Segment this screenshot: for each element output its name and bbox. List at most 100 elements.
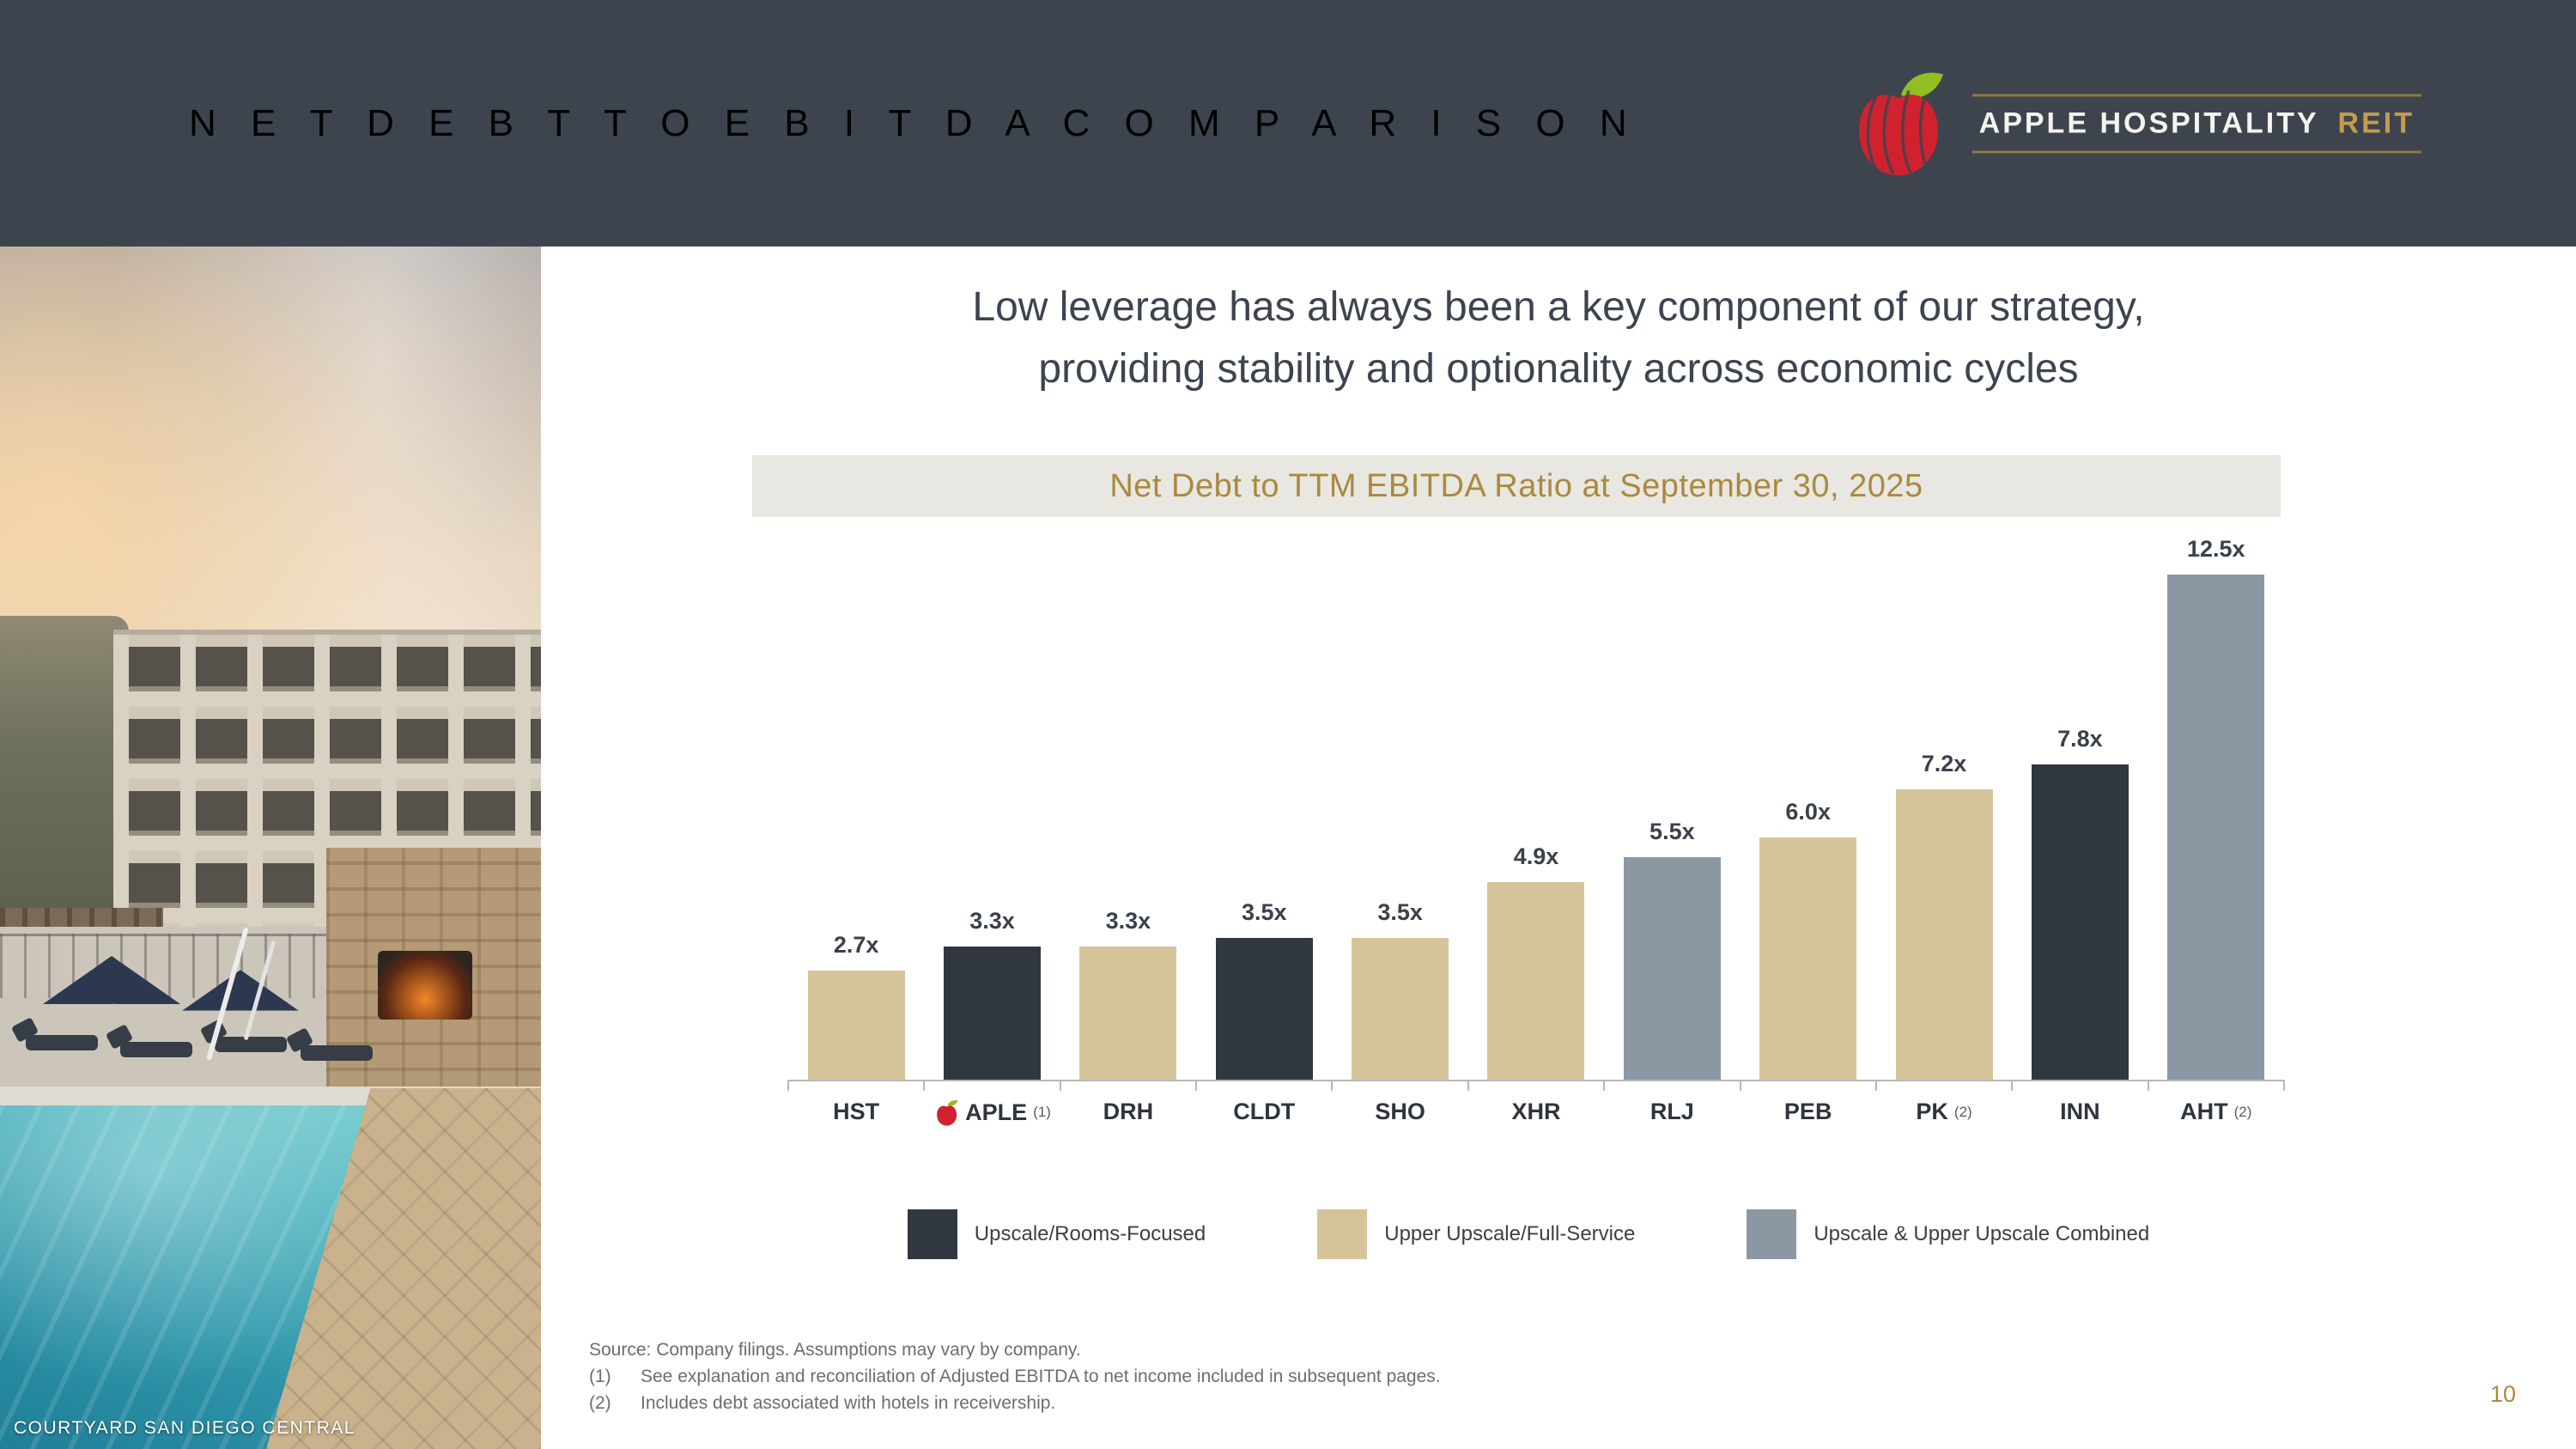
bar-value-label: 2.7x bbox=[833, 932, 879, 958]
bar-aple bbox=[944, 947, 1042, 1080]
chart-plot: 2.7x HST 3.3x APLE (1) 3.3x DRH 3.5x CLDT 3.5x SHO… bbox=[787, 530, 2285, 1126]
headline: Low leverage has always been a key compo… bbox=[541, 277, 2576, 400]
bar-value-label: 3.3x bbox=[1105, 908, 1151, 934]
footnote-1-marker: (1) bbox=[589, 1367, 611, 1386]
bar-category-label: PEB bbox=[1784, 1099, 1832, 1125]
ticker-label: CLDT bbox=[1233, 1099, 1296, 1124]
axis-tick bbox=[787, 1080, 789, 1091]
bar-value-label: 12.5x bbox=[2186, 536, 2245, 562]
bar-hst bbox=[807, 971, 905, 1080]
headline-line-2: providing stability and optionality acro… bbox=[1038, 346, 2079, 392]
photo-lounge-chair bbox=[215, 1037, 287, 1052]
bar-category-label: AHT (2) bbox=[2180, 1099, 2251, 1125]
bar-value-label: 4.9x bbox=[1513, 843, 1559, 869]
ticker-label: AHT bbox=[2180, 1099, 2228, 1124]
ticker-label: APLE bbox=[965, 1099, 1028, 1125]
chart-bar-group-cldt: 3.5x CLDT bbox=[1196, 530, 1332, 1124]
axis-tick bbox=[1739, 1080, 1741, 1091]
chart-legend: Upscale/Rooms-Focused Upper Upscale/Full-… bbox=[541, 1209, 2516, 1259]
bar-category-label: HST bbox=[833, 1099, 879, 1125]
bar-category-label: XHR bbox=[1511, 1099, 1560, 1125]
bar-aht bbox=[2167, 575, 2265, 1080]
axis-tick bbox=[2011, 1080, 2014, 1091]
photo-fireplace bbox=[378, 951, 472, 1020]
bar-inn bbox=[2031, 764, 2129, 1080]
photo-trees bbox=[0, 616, 129, 934]
legend-item: Upscale/Rooms-Focused bbox=[907, 1209, 1206, 1259]
footnote-marker: (2) bbox=[2233, 1103, 2252, 1120]
chart-bar-group-aple: 3.3x APLE (1) bbox=[924, 530, 1060, 1126]
chart-bar-group-drh: 3.3x DRH bbox=[1060, 530, 1196, 1124]
legend-item: Upper Upscale/Full-Service bbox=[1317, 1209, 1635, 1259]
footnote-marker: (2) bbox=[1953, 1103, 1972, 1120]
apple-logo-icon-small bbox=[933, 1099, 959, 1126]
photo-fence bbox=[0, 934, 326, 998]
bar-value-label: 7.8x bbox=[2057, 726, 2103, 752]
bar-category-label: CLDT bbox=[1233, 1099, 1295, 1125]
ticker-label: SHO bbox=[1375, 1099, 1425, 1124]
bar-category-label: INN bbox=[2060, 1099, 2100, 1125]
footnotes: Source: Company filings. Assumptions may… bbox=[589, 1336, 1441, 1416]
apple-logo-icon bbox=[1847, 65, 1950, 181]
bar-peb bbox=[1759, 837, 1857, 1080]
company-logo: APPLE HOSPITALITY REIT bbox=[1847, 65, 2421, 181]
legend-swatch bbox=[907, 1209, 957, 1259]
legend-swatch bbox=[1317, 1209, 1368, 1259]
bar-category-label: PK (2) bbox=[1916, 1099, 1971, 1125]
axis-tick bbox=[1874, 1080, 1877, 1091]
logo-suffix: REIT bbox=[2337, 107, 2415, 139]
chart-bar-group-peb: 6.0x PEB bbox=[1741, 530, 1876, 1124]
legend-label: Upscale & Upper Upscale Combined bbox=[1814, 1222, 2150, 1245]
bar-value-label: 3.5x bbox=[1241, 899, 1287, 925]
chart-title: Net Debt to TTM EBITDA Ratio at Septembe… bbox=[1109, 467, 1923, 504]
net-debt-chart: 2.7x HST 3.3x APLE (1) 3.3x DRH 3.5x CLDT 3.5x SHO… bbox=[787, 530, 2285, 1126]
bar-drh bbox=[1079, 947, 1177, 1080]
footnote-marker: (1) bbox=[1033, 1104, 1051, 1120]
slide-title: N E T D E B T T O E B I T D A C O M P A … bbox=[189, 101, 1639, 144]
chart-bar-group-hst: 2.7x HST bbox=[788, 530, 924, 1124]
ticker-label: PK bbox=[1916, 1099, 1948, 1124]
page-number: 10 bbox=[2489, 1381, 2516, 1407]
bar-category-label: RLJ bbox=[1650, 1099, 1694, 1125]
bar-category-label: APLE (1) bbox=[933, 1099, 1051, 1126]
axis-tick bbox=[923, 1080, 926, 1091]
bar-category-label: SHO bbox=[1375, 1099, 1425, 1125]
footnote-2-text: Includes debt associated with hotels in … bbox=[641, 1393, 1056, 1413]
photo-lounge-chair bbox=[120, 1042, 192, 1057]
footnote-2-marker: (2) bbox=[589, 1393, 611, 1413]
bar-value-label: 7.2x bbox=[1921, 751, 1967, 776]
legend-item: Upscale & Upper Upscale Combined bbox=[1747, 1209, 2149, 1259]
axis-tick bbox=[2147, 1080, 2149, 1091]
bar-cldt bbox=[1215, 938, 1313, 1080]
ticker-label: HST bbox=[833, 1099, 880, 1124]
bar-pk bbox=[1895, 789, 1993, 1080]
photo-caption: COURTYARD SAN DIEGO CENTRAL bbox=[14, 1418, 355, 1438]
legend-swatch bbox=[1747, 1209, 1797, 1259]
photo-lounge-chair bbox=[26, 1035, 98, 1050]
chart-bar-group-sho: 3.5x SHO bbox=[1332, 530, 1467, 1124]
photo-lounge-chair bbox=[301, 1045, 373, 1061]
chart-bar-group-xhr: 4.9x XHR bbox=[1468, 530, 1604, 1124]
chart-title-band: Net Debt to TTM EBITDA Ratio at Septembe… bbox=[752, 455, 2281, 517]
ticker-label: PEB bbox=[1783, 1099, 1832, 1124]
axis-tick bbox=[1467, 1080, 1469, 1091]
company-logo-text: APPLE HOSPITALITY REIT bbox=[1971, 94, 2421, 153]
chart-bar-group-rlj: 5.5x RLJ bbox=[1604, 530, 1740, 1124]
source-note: Source: Company filings. Assumptions may… bbox=[589, 1340, 1081, 1360]
ticker-label: RLJ bbox=[1649, 1099, 1694, 1124]
footnote-1-text: See explanation and reconciliation of Ad… bbox=[641, 1367, 1441, 1386]
bar-sho bbox=[1352, 938, 1449, 1080]
hotel-photo: COURTYARD SAN DIEGO CENTRAL bbox=[0, 247, 541, 1449]
logo-name: APPLE HOSPITALITY bbox=[1978, 107, 2319, 139]
header-bar: N E T D E B T T O E B I T D A C O M P A … bbox=[0, 0, 2576, 247]
axis-tick bbox=[2283, 1080, 2285, 1091]
legend-label: Upper Upscale/Full-Service bbox=[1384, 1222, 1636, 1245]
bar-value-label: 6.0x bbox=[1785, 799, 1831, 825]
axis-tick bbox=[1195, 1080, 1198, 1091]
headline-line-1: Low leverage has always been a key compo… bbox=[972, 284, 2145, 330]
footnote-1: (1) See explanation and reconciliation of… bbox=[589, 1363, 1441, 1390]
chart-bar-group-pk: 7.2x PK (2) bbox=[1876, 530, 2012, 1124]
axis-tick bbox=[1603, 1080, 1606, 1091]
ticker-label: INN bbox=[2060, 1099, 2100, 1124]
